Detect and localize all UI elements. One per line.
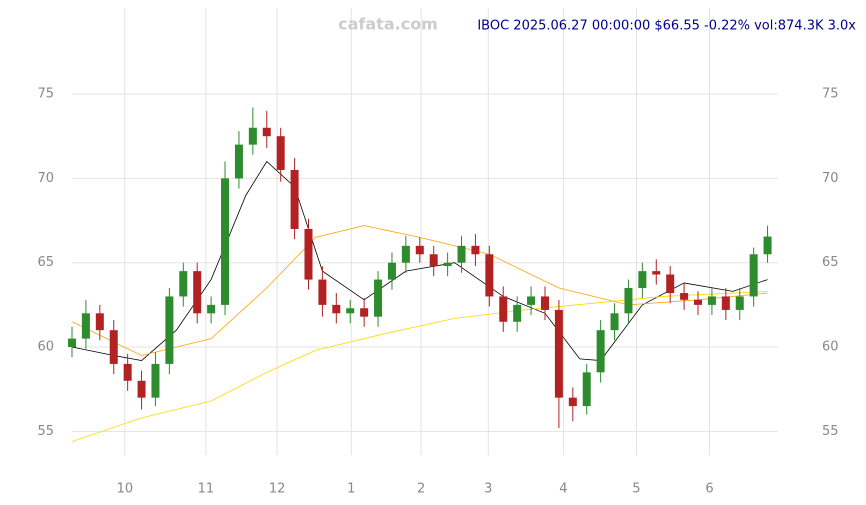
y-tick-label: 65	[37, 255, 54, 270]
candle-body	[68, 338, 76, 348]
candle-body	[179, 271, 188, 297]
candle-body	[248, 127, 257, 145]
x-tick-label: 5	[632, 482, 640, 497]
candle-body	[234, 144, 243, 179]
candle-body	[221, 178, 230, 305]
candle-body	[485, 254, 494, 297]
chart-title: IBOC 2025.06.27 00:00:00 $66.55 -0.22% v…	[477, 19, 856, 34]
moving-average	[71, 225, 768, 356]
candle-body	[749, 254, 758, 297]
candle-body	[471, 245, 480, 255]
candle-body	[374, 279, 383, 317]
candle-body	[429, 254, 438, 267]
candle-body	[262, 127, 271, 137]
candle-body	[457, 245, 466, 263]
candle-body	[707, 296, 716, 305]
x-tick-label: 3	[484, 482, 492, 497]
candle-body	[680, 293, 689, 300]
y-tick-label: 70	[37, 171, 54, 186]
y-tick-label: 55	[37, 424, 54, 439]
y-tick-label-right: 55	[822, 424, 839, 439]
x-tick-label: 10	[117, 482, 134, 497]
candle-body	[568, 397, 577, 407]
moving-average	[71, 160, 768, 361]
candle-body	[346, 308, 355, 314]
candle-body	[193, 271, 202, 314]
x-tick-label: 2	[417, 482, 425, 497]
candle-body	[610, 313, 619, 331]
candle-body	[81, 313, 90, 339]
candle-body	[165, 296, 174, 364]
candle-body	[624, 288, 633, 314]
y-tick-label-right: 60	[822, 340, 839, 355]
candle-body	[304, 228, 313, 280]
watermark: cafata.com	[338, 15, 438, 34]
candle-body	[318, 279, 327, 305]
y-tick-label-right: 75	[822, 87, 839, 102]
y-tick-label: 75	[37, 87, 54, 102]
candle-body	[137, 380, 146, 398]
moving-average	[71, 290, 768, 442]
candle-body	[763, 236, 772, 255]
candle-body	[290, 169, 299, 229]
candle-body	[513, 304, 522, 322]
candle-body	[387, 262, 396, 280]
x-tick-label: 1	[347, 482, 355, 497]
candle-body	[151, 363, 160, 398]
candle-body	[596, 330, 605, 373]
candle-body	[95, 313, 104, 331]
x-tick-label: 4	[559, 482, 567, 497]
x-tick-label: 12	[269, 482, 286, 497]
candle-body	[123, 363, 132, 381]
candle-body	[207, 304, 216, 314]
candle-body	[652, 271, 661, 275]
candle-body	[638, 271, 647, 289]
candle-body	[554, 309, 563, 398]
candle-body	[401, 245, 410, 263]
y-tick-label-right: 70	[822, 171, 839, 186]
candle-body	[721, 296, 730, 310]
candle-body	[109, 330, 118, 364]
candle-body	[276, 136, 285, 170]
x-tick-label: 11	[198, 482, 215, 497]
candle-body	[582, 372, 591, 407]
candle-body	[735, 296, 744, 310]
candle-body	[694, 299, 703, 305]
candle-body	[499, 296, 508, 322]
candle-body	[527, 296, 536, 305]
y-tick-label-right: 65	[822, 255, 839, 270]
candle-body	[666, 274, 675, 294]
candle-body	[443, 262, 452, 267]
candle-body	[540, 296, 549, 310]
candle-body	[360, 308, 369, 317]
x-tick-label: 6	[705, 482, 713, 497]
y-tick-label: 60	[37, 340, 54, 355]
candle-body	[332, 304, 341, 314]
candle-body	[415, 245, 424, 255]
